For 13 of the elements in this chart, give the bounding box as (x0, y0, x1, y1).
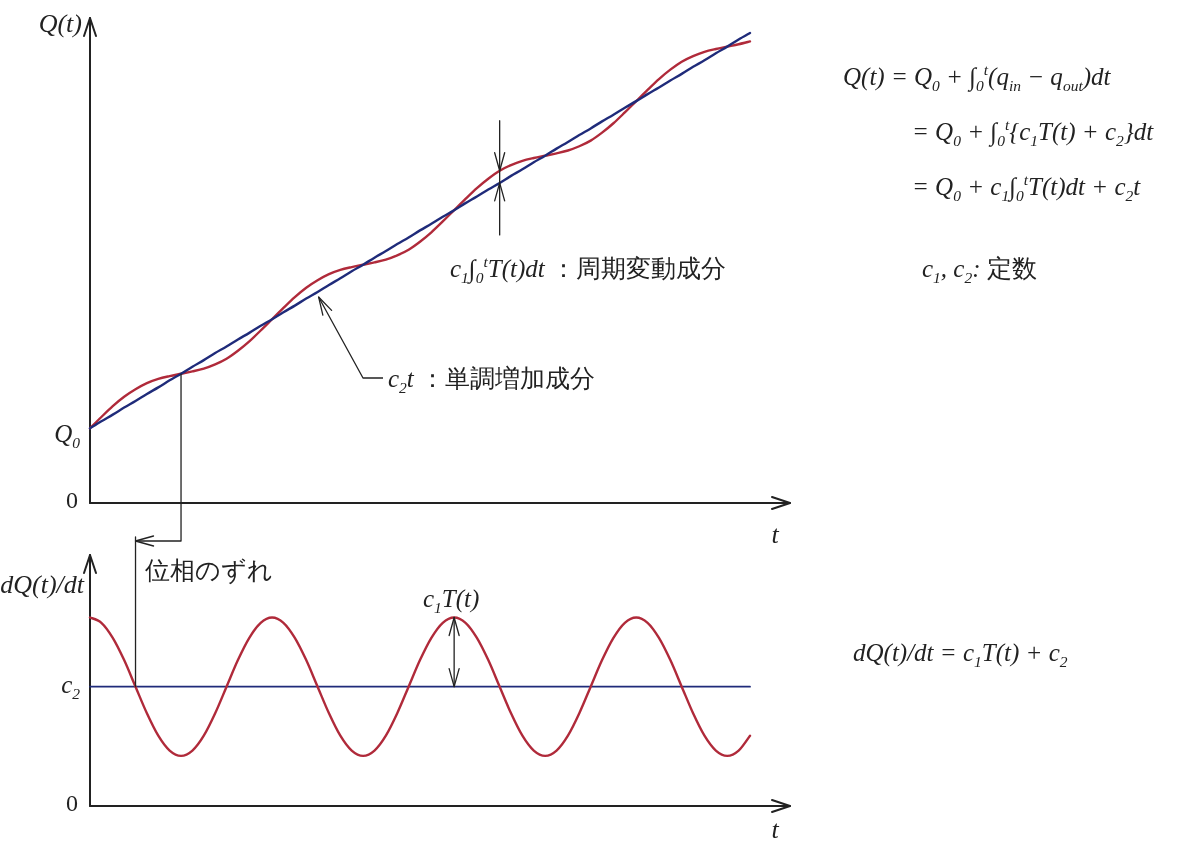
annotation-phase-shift: 位相のずれ (145, 557, 273, 583)
y-axis-origin-label: 0 (66, 791, 78, 815)
annotation-amplitude: c$_{1}$T(t) (423, 585, 480, 611)
y-axis-origin-label: 0 (66, 488, 78, 512)
y-axis-title: dQ(t)/dt (0, 572, 84, 598)
annotation-monotone-component: c$_{2}$t ：単調増加成分 (388, 365, 596, 391)
x-axis-title: t (771, 817, 779, 843)
equation-constants: c$_{1}$, c$_{2}$: 定数 (922, 255, 1037, 281)
equation-derivative: dQ(t)/dt = c$_{1}$T(t) + c$_{2}$ (853, 639, 1068, 665)
ref-line-label: c$_{2}$ (61, 671, 80, 697)
x-axis-title: t (771, 522, 779, 548)
y-axis-start-label: Q$_{0}$ (54, 420, 80, 446)
y-axis-title: Q(t) (38, 11, 82, 37)
